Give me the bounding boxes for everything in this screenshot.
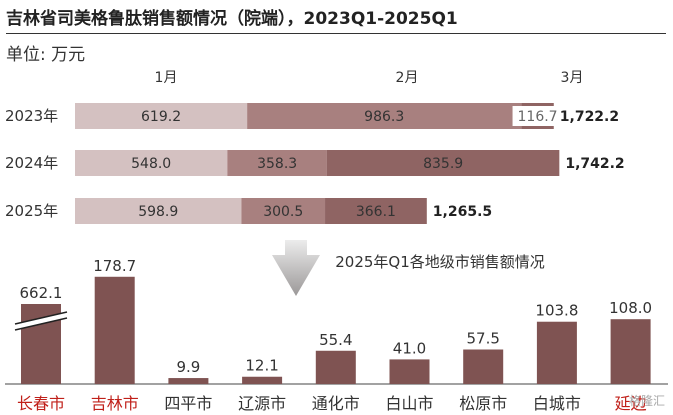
stack-segment xyxy=(241,198,326,224)
city-category-label: 辽源市 xyxy=(238,394,286,413)
legend-3: 3月 xyxy=(561,70,584,86)
city-bar xyxy=(94,276,135,384)
segment-value-label: 116.7 xyxy=(518,109,558,125)
year-label: 2024年 xyxy=(5,154,58,172)
segment-value-label: 835.9 xyxy=(423,156,463,172)
city-bar-chart: 662.1 长春市 178.7 吉林市 9.9 四平市 12.1 辽源市 55.4 通化市 41.0… xyxy=(5,257,668,413)
city-chart-title: 2025年Q1各地级市销售额情况 xyxy=(335,253,545,271)
year-label: 2025年 xyxy=(5,202,58,220)
city-value-label: 9.9 xyxy=(176,358,200,376)
segment-value-label: 598.9 xyxy=(138,204,178,220)
axis-break-gap xyxy=(15,312,67,330)
stack-segment xyxy=(325,198,427,224)
page-title: 吉林省司美格鲁肽销售额情况（院端），2023Q1-2025Q1 xyxy=(6,9,458,29)
city-bar xyxy=(536,321,577,384)
city-value-label: 57.5 xyxy=(466,330,499,348)
city-value-label: 662.1 xyxy=(20,284,63,302)
segment-value-label: 986.3 xyxy=(364,109,404,125)
watermark: 格隆汇 xyxy=(628,394,665,408)
segment-value-label: 366.1 xyxy=(356,204,396,220)
city-category-label: 四平市 xyxy=(164,394,212,413)
row-total-label: 1,722.2 xyxy=(560,109,619,125)
stack-segment xyxy=(75,103,248,129)
city-value-label: 41.0 xyxy=(393,339,426,357)
segment-label-box xyxy=(512,106,563,126)
axis-break-line xyxy=(14,311,68,325)
stacked-bar-chart: 1月 2月 3月 2023年 619.2 986.3 116.7 1,722.2 2024年 54… xyxy=(5,70,625,224)
city-category-label: 长春市 xyxy=(17,394,65,413)
stack-segment xyxy=(227,150,327,176)
row-total-label: 1,742.2 xyxy=(565,156,624,172)
city-category-label: 白城市 xyxy=(533,394,581,413)
city-value-label: 108.0 xyxy=(609,299,652,317)
city-category-label: 松原市 xyxy=(459,394,507,413)
title-divider xyxy=(6,33,666,34)
transition-arrow xyxy=(272,240,320,296)
city-bar xyxy=(610,319,651,384)
city-bar xyxy=(242,376,283,384)
city-category-label: 通化市 xyxy=(312,394,360,413)
city-value-label: 103.8 xyxy=(535,302,578,320)
legend-1: 1月 xyxy=(155,70,178,86)
unit-label: 单位: 万元 xyxy=(6,45,86,65)
city-bar xyxy=(315,350,356,384)
city-bar xyxy=(168,378,209,384)
city-category-label: 延边 xyxy=(615,394,647,413)
down-arrow-shape xyxy=(272,240,320,296)
city-value-label: 178.7 xyxy=(93,257,136,275)
segment-value-label: 358.3 xyxy=(257,156,297,172)
city-category-label: 吉林市 xyxy=(91,394,139,413)
segment-value-label: 619.2 xyxy=(141,109,181,125)
stack-segment xyxy=(247,103,522,129)
segment-value-label: 300.5 xyxy=(263,204,303,220)
axis-break-line xyxy=(14,317,68,331)
city-category-label: 白山市 xyxy=(385,394,433,413)
segment-value-label: 548.0 xyxy=(131,156,171,172)
legend-2: 2月 xyxy=(396,70,419,86)
year-label: 2023年 xyxy=(5,107,58,125)
city-bar xyxy=(389,359,430,384)
city-value-label: 12.1 xyxy=(245,357,278,375)
stack-segment xyxy=(326,150,560,176)
city-bar xyxy=(463,349,504,384)
stack-segment xyxy=(75,150,228,176)
row-total-label: 1,265.5 xyxy=(433,204,492,220)
city-value-label: 55.4 xyxy=(319,331,352,349)
stack-segment xyxy=(75,198,242,224)
